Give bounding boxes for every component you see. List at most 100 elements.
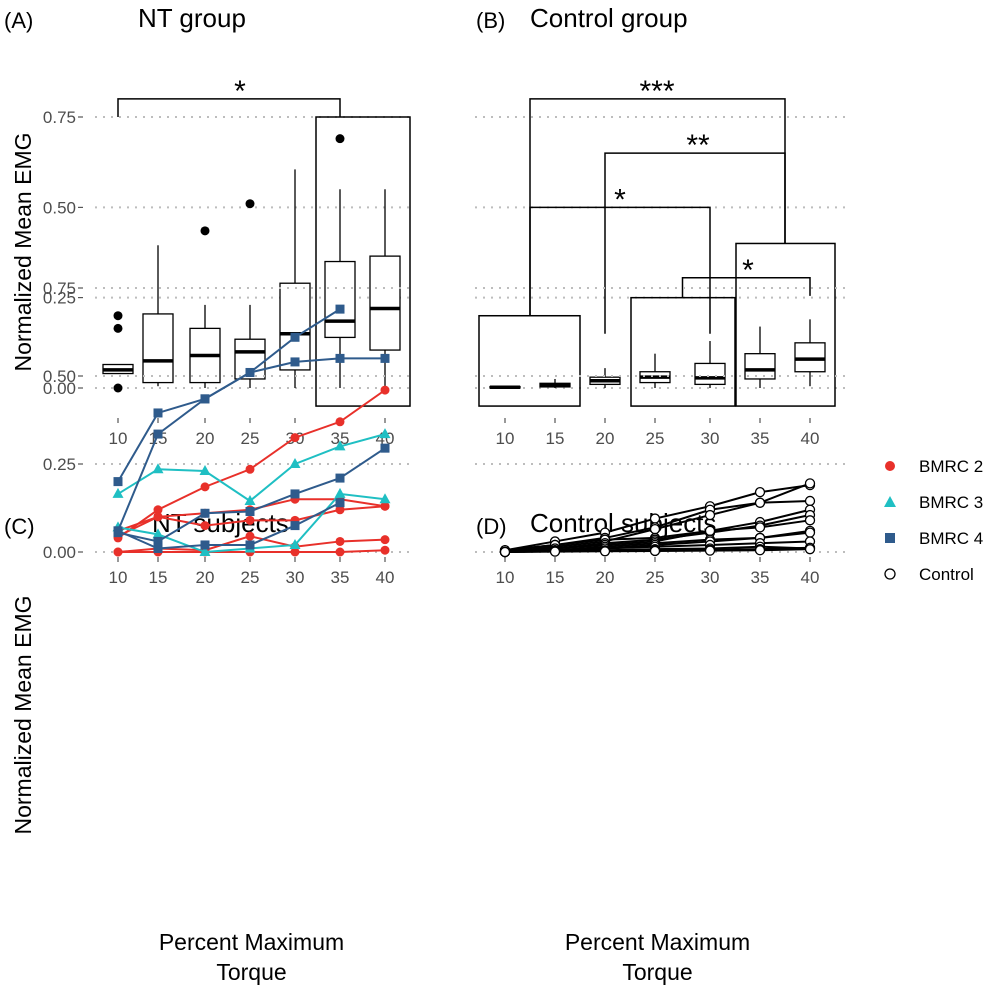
panel-c-point xyxy=(245,540,255,550)
panel-d-point xyxy=(804,495,816,507)
panel-a-outlier xyxy=(245,199,255,209)
panel-c-point xyxy=(245,515,255,525)
panel-c-point xyxy=(334,487,346,498)
panel-c-tag: (C) xyxy=(4,514,35,539)
panel-c-point xyxy=(244,494,256,505)
panel-d-point xyxy=(804,527,816,538)
panel-c-point xyxy=(290,433,300,443)
panel-d-point xyxy=(649,523,661,535)
panel-c-ytick-label: 0.00 xyxy=(43,543,76,562)
panel-c-point xyxy=(379,493,391,504)
panel-b-tag: (B) xyxy=(476,8,505,33)
panel-d-point xyxy=(649,513,661,524)
panel-c-series-line xyxy=(117,501,341,550)
panel-a-box xyxy=(279,282,311,371)
panel-c-point xyxy=(200,540,210,550)
panel-c-point xyxy=(380,501,390,511)
panel-d-point xyxy=(754,522,766,533)
panel-c-point xyxy=(335,505,345,515)
panel-b-xtick-label: 15 xyxy=(546,429,565,448)
panel-a-xtick-label: 10 xyxy=(109,429,128,448)
panel-d-point xyxy=(704,545,716,556)
panel-a-outlier xyxy=(335,134,345,144)
panel-c-xtick-label: 40 xyxy=(376,568,395,587)
panel-a-outlier xyxy=(113,311,123,321)
panel-c-point xyxy=(289,458,301,468)
panel-c-point xyxy=(113,477,123,487)
panel-a-significance-label: * xyxy=(234,75,246,108)
panel-b-bracket xyxy=(681,277,811,298)
panel-a-ytick-label: 0.75 xyxy=(43,108,76,127)
panel-c-xtick-label: 10 xyxy=(109,568,128,587)
panel-d-point xyxy=(649,545,661,557)
panel-b-box xyxy=(694,362,726,386)
panel-d-xtick-label: 40 xyxy=(801,568,820,587)
panel-c-point xyxy=(153,536,163,546)
legend-key-bmrc4 xyxy=(885,533,895,543)
panel-b-significance-label: ** xyxy=(686,129,710,162)
panel-a-tag: (A) xyxy=(4,8,33,33)
legend-label: BMRC 4 xyxy=(919,529,983,548)
panel-c-ytick-label: 0.75 xyxy=(43,279,76,298)
legend-label: Control xyxy=(919,565,974,584)
panel-c-point xyxy=(245,507,255,517)
panel-a-outlier xyxy=(113,383,123,393)
panel-c-point xyxy=(290,547,300,557)
panel-d-xtick-label: 35 xyxy=(751,568,770,587)
panel-b-box xyxy=(794,342,826,373)
panel-d-xtick-label: 25 xyxy=(646,568,665,587)
panel-b-xtick-label: 35 xyxy=(751,429,770,448)
panel-b-xtick-label: 25 xyxy=(646,429,665,448)
legend-key-control xyxy=(884,568,896,580)
panel-c-point xyxy=(200,394,210,404)
panel-d-point xyxy=(754,545,766,556)
panel-c-point xyxy=(335,547,345,557)
panel-c-point xyxy=(290,521,300,531)
panel-b-significance-label: *** xyxy=(639,75,674,108)
panel-c-point xyxy=(200,482,210,492)
panel-c-point xyxy=(152,463,164,474)
panel-b-xtick-label: 20 xyxy=(596,429,615,448)
panel-a-box xyxy=(369,255,401,351)
panel-c-point xyxy=(153,429,163,439)
panel-d-xlabel-line: Percent Maximum xyxy=(565,929,750,955)
panel-b-significance-label: * xyxy=(742,254,754,287)
panel-c-point xyxy=(334,440,346,451)
panel-c-point xyxy=(199,546,211,556)
panel-c-point xyxy=(335,536,345,546)
panel-c-point xyxy=(199,465,211,476)
panel-a-xtick-label: 40 xyxy=(376,429,395,448)
panel-c-ytick-label: 0.25 xyxy=(43,455,76,474)
panel-b-group-box xyxy=(630,296,736,407)
panel-a-outlier xyxy=(113,323,123,333)
panel-c-point xyxy=(379,428,391,439)
panel-b-xtick-label: 10 xyxy=(496,429,515,448)
panel-d-tag: (D) xyxy=(476,514,507,539)
panel-c-xtick-label: 25 xyxy=(241,568,260,587)
panel-c-point xyxy=(289,538,301,549)
panel-c-point xyxy=(290,332,300,342)
panel-d-xlabel-line: Torque xyxy=(622,959,692,985)
panel-c-point xyxy=(152,528,164,539)
panel-b-xtick-label: 30 xyxy=(701,429,720,448)
panel-a-ytick-label: 0.50 xyxy=(43,198,76,217)
panel-d-xtick-label: 15 xyxy=(546,568,565,587)
panel-a-xtick-label: 25 xyxy=(241,429,260,448)
panel-c-point xyxy=(380,443,390,453)
panel-c-point xyxy=(245,464,255,474)
panel-d-title: Control subjects xyxy=(530,508,716,538)
panel-b-bracket xyxy=(604,152,786,334)
panel-c-point xyxy=(290,489,300,499)
panel-c-point xyxy=(112,487,124,498)
legend-key-bmrc2 xyxy=(885,461,895,471)
panel-c-point xyxy=(245,531,255,541)
panel-a-xtick-label: 35 xyxy=(331,429,350,448)
panel-c-point xyxy=(113,547,123,557)
panel-c-point xyxy=(245,367,255,377)
panel-c-point xyxy=(113,526,123,536)
panel-c-point xyxy=(153,505,163,515)
panel-d-point xyxy=(754,487,766,498)
panel-c-point xyxy=(380,535,390,545)
panel-c-xtick-label: 20 xyxy=(196,568,215,587)
panel-c-point xyxy=(335,473,345,483)
